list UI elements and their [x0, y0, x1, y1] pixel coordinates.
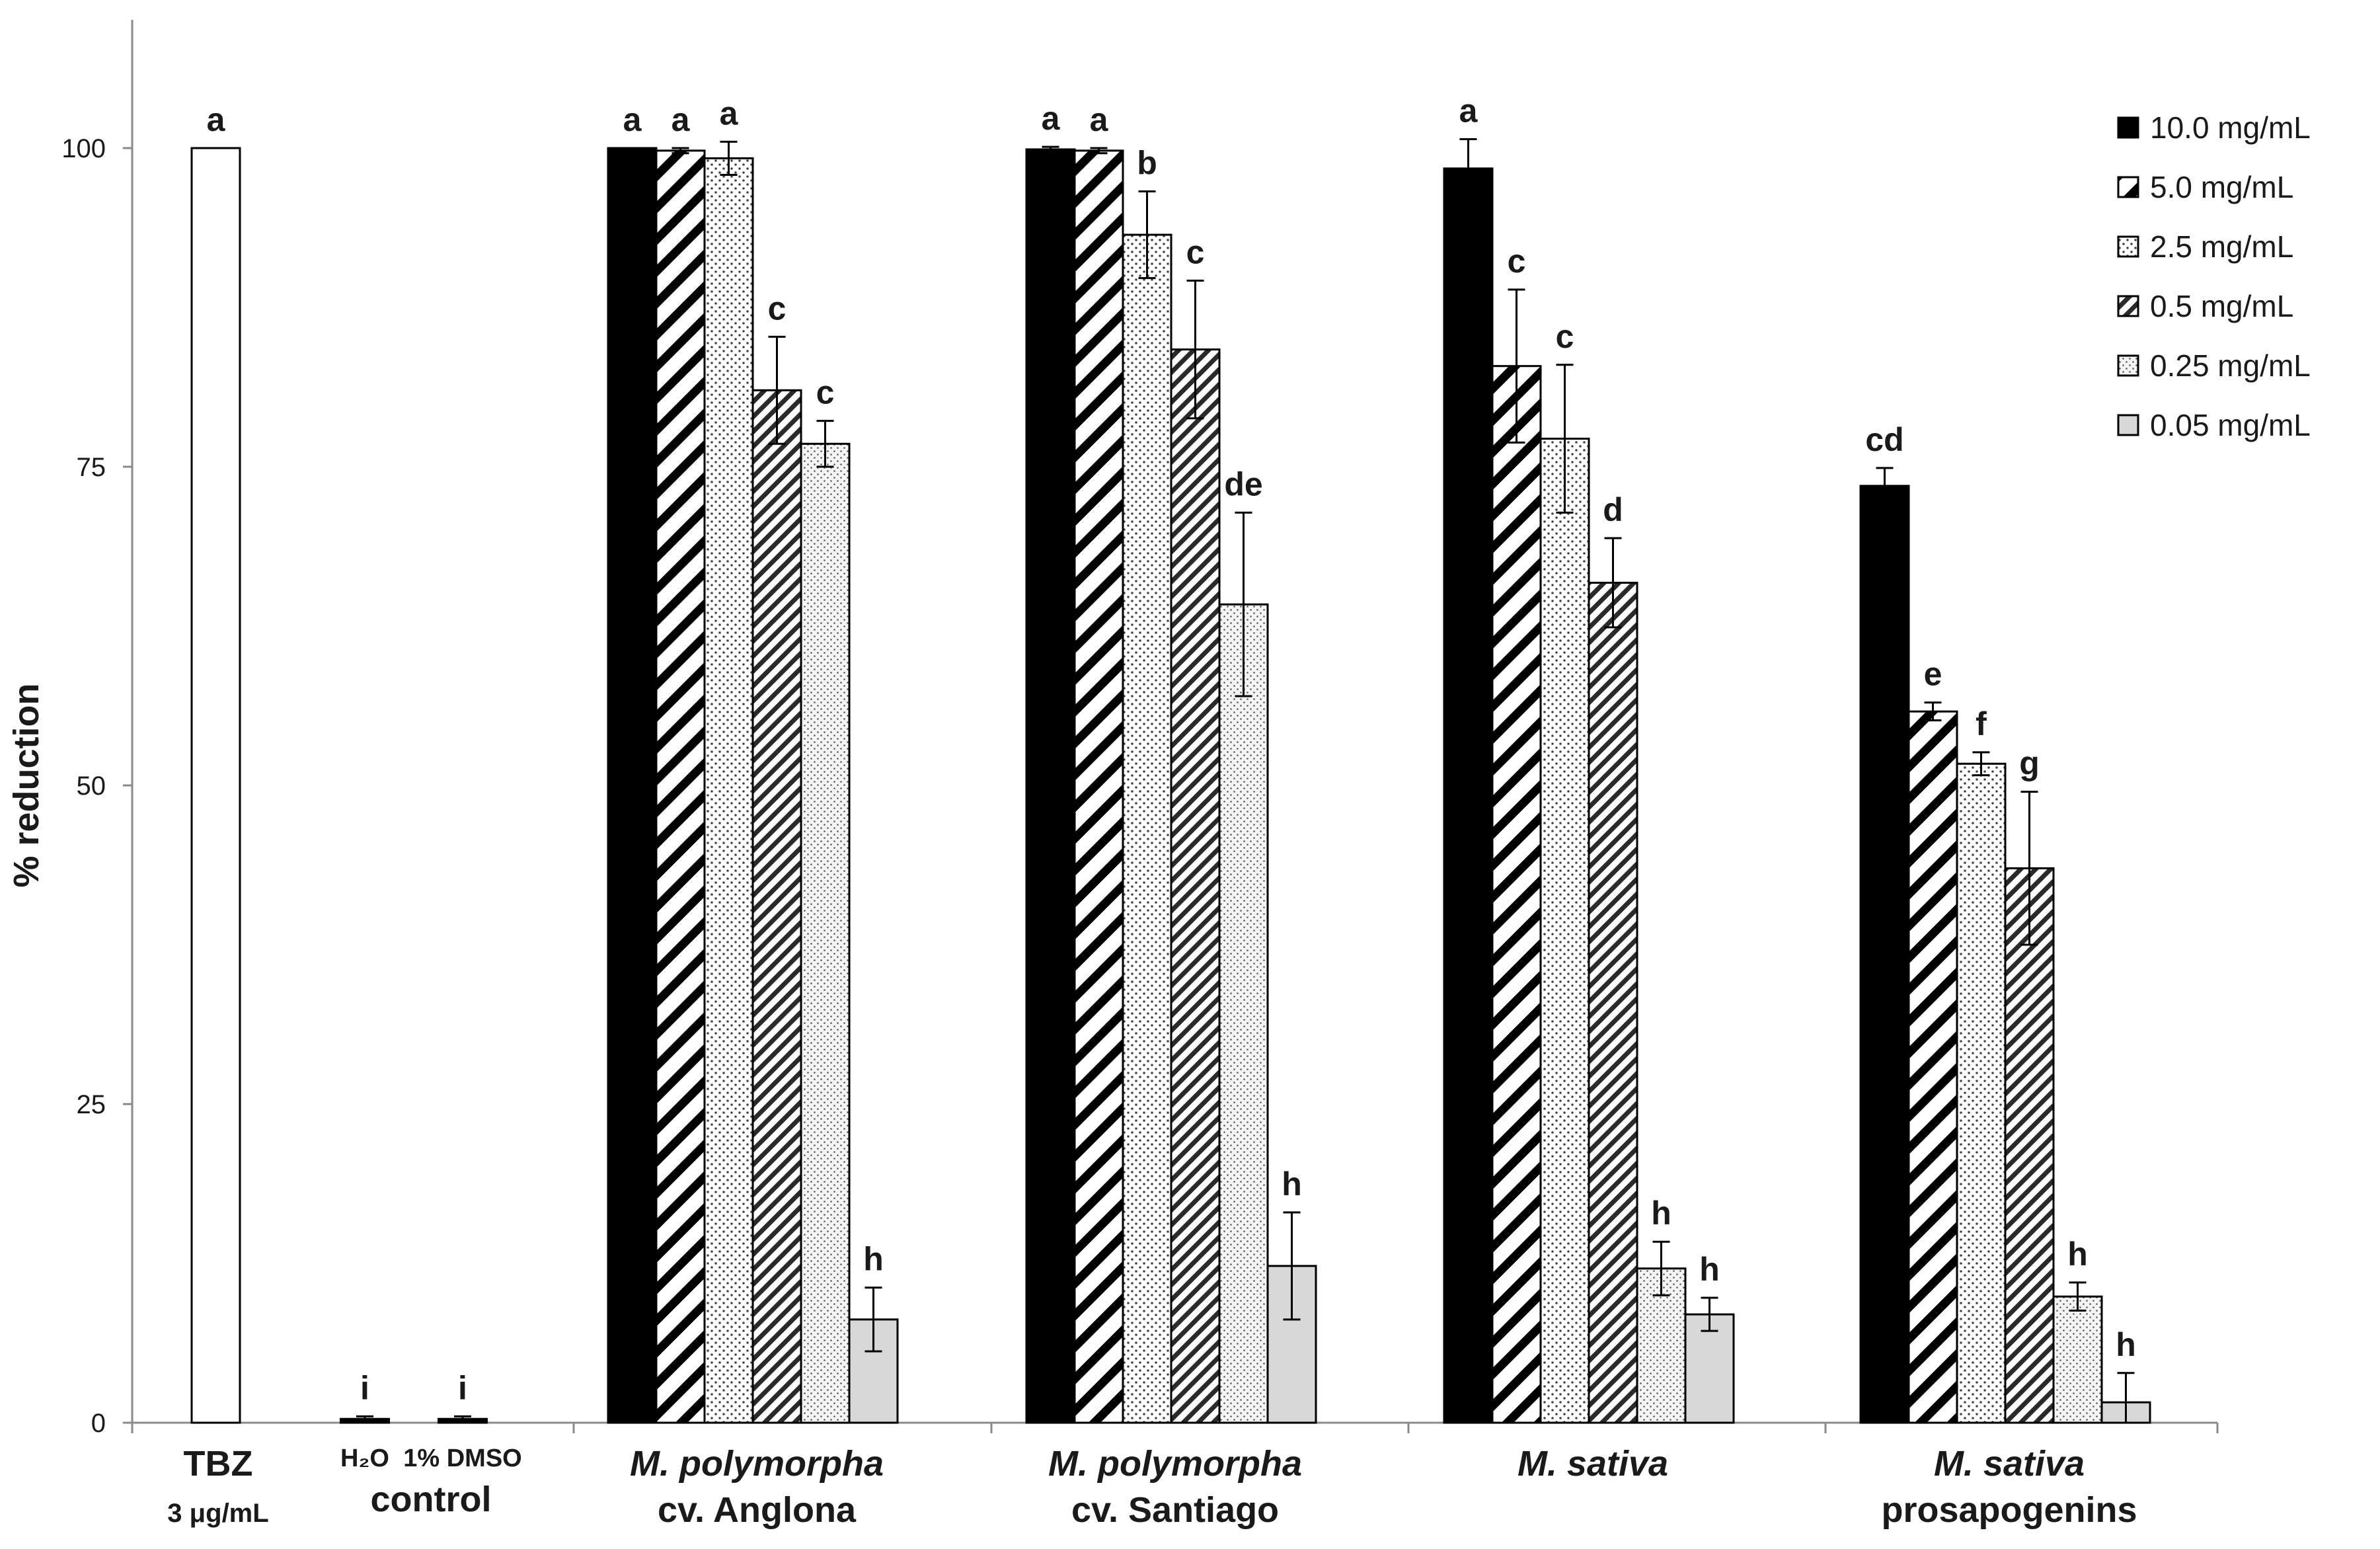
significance-letter: a — [623, 101, 642, 138]
group-label: M. polymorpha — [1048, 1444, 1302, 1484]
bar — [1588, 581, 1638, 1424]
significance-letter: a — [1042, 100, 1061, 137]
significance-letter: h — [1282, 1166, 1302, 1203]
bar — [1491, 365, 1542, 1424]
group-sub-label: 3 μg/mL — [167, 1499, 268, 1528]
bar — [1443, 167, 1494, 1424]
significance-letter: h — [2116, 1326, 2136, 1363]
significance-letter: e — [1924, 656, 1942, 693]
significance-letter: b — [1137, 145, 1157, 182]
significance-letter: a — [1090, 101, 1109, 138]
bar — [703, 157, 754, 1424]
group-label: M. sativa — [1517, 1444, 1668, 1484]
significance-letter: c — [1186, 234, 1205, 271]
y-tick-label: 100 — [61, 134, 106, 163]
bar — [1907, 710, 1958, 1424]
bar — [1539, 438, 1590, 1424]
bar — [2052, 1295, 2103, 1424]
x-axis-labels: TBZ 3 μg/mL H₂O 1% DMSO control M. polymorpha… — [167, 1444, 2137, 1530]
significance-letter: c — [1508, 243, 1526, 280]
bar — [2004, 867, 2055, 1424]
bar — [1218, 603, 1269, 1424]
bar — [800, 442, 851, 1424]
significance-letter: d — [1603, 491, 1623, 528]
significance-letter: f — [1976, 705, 1987, 742]
bar — [1266, 1265, 1317, 1424]
control-bar-label: 1% DMSO — [403, 1445, 521, 1472]
bar — [1956, 762, 2007, 1424]
legend-swatch — [2117, 116, 2139, 139]
bar — [1025, 148, 1076, 1424]
legend-swatch — [2117, 414, 2139, 436]
legend-label: 0.25 mg/mL — [2150, 348, 2311, 383]
bar — [1122, 233, 1172, 1424]
group-label: cv. Santiago — [1071, 1490, 1279, 1530]
bar — [1170, 348, 1221, 1424]
significance-letter: c — [768, 290, 787, 327]
bar — [1859, 485, 1910, 1424]
significance-letter: a — [720, 95, 739, 132]
bar — [655, 149, 706, 1424]
bar — [607, 147, 658, 1424]
y-axis-title: % reduction — [7, 683, 46, 887]
significance-letter: c — [816, 374, 835, 411]
bar — [1073, 149, 1124, 1424]
significance-letter: g — [2019, 745, 2040, 782]
legend-label: 0.5 mg/mL — [2150, 289, 2293, 323]
group-label: control — [371, 1480, 492, 1519]
group-label: cv. Anglona — [658, 1490, 857, 1530]
significance-letter: h — [1699, 1251, 1720, 1288]
group-label: M. polymorpha — [630, 1444, 884, 1484]
significance-letter: a — [207, 101, 226, 138]
bars-layer — [190, 147, 2151, 1424]
significance-letter: c — [1556, 318, 1574, 355]
legend-swatch — [2117, 354, 2139, 377]
significance-letter: cd — [1865, 421, 1903, 458]
y-tick-label: 50 — [77, 772, 106, 801]
significance-letter: a — [1459, 93, 1478, 130]
legend-swatch — [2117, 235, 2139, 258]
bar — [190, 147, 241, 1424]
control-bar-label: H₂O — [340, 1445, 389, 1472]
legend-label: 0.05 mg/mL — [2150, 408, 2311, 442]
bar — [848, 1318, 899, 1424]
bar — [751, 389, 802, 1424]
significance-letter: i — [360, 1369, 369, 1406]
legend-label: 10.0 mg/mL — [2150, 110, 2311, 145]
group-label: M. sativa — [1934, 1444, 2085, 1484]
significance-letter: a — [672, 101, 691, 138]
group-label: TBZ — [184, 1444, 253, 1484]
significance-letter: de — [1224, 465, 1262, 502]
significance-letter: h — [1651, 1195, 1671, 1232]
y-tick-label: 25 — [77, 1090, 106, 1119]
legend-swatch — [2117, 295, 2139, 317]
significance-letter: i — [458, 1369, 467, 1406]
bar — [1684, 1313, 1735, 1424]
legend-label: 2.5 mg/mL — [2150, 229, 2293, 264]
y-tick-label: 75 — [77, 453, 106, 482]
y-tick-label: 0 — [91, 1409, 106, 1438]
significance-letter: h — [2067, 1236, 2088, 1273]
group-label: prosapogenins — [1881, 1490, 2137, 1530]
significance-letter: h — [863, 1241, 884, 1278]
legend-label: 5.0 mg/mL — [2150, 170, 2293, 204]
legend: 10.0 mg/mL 5.0 mg/mL 2.5 mg/mL 0.5 mg/mL 0.2… — [2117, 110, 2311, 442]
error-bars-layer — [356, 138, 2135, 1424]
legend-swatch — [2117, 176, 2139, 198]
